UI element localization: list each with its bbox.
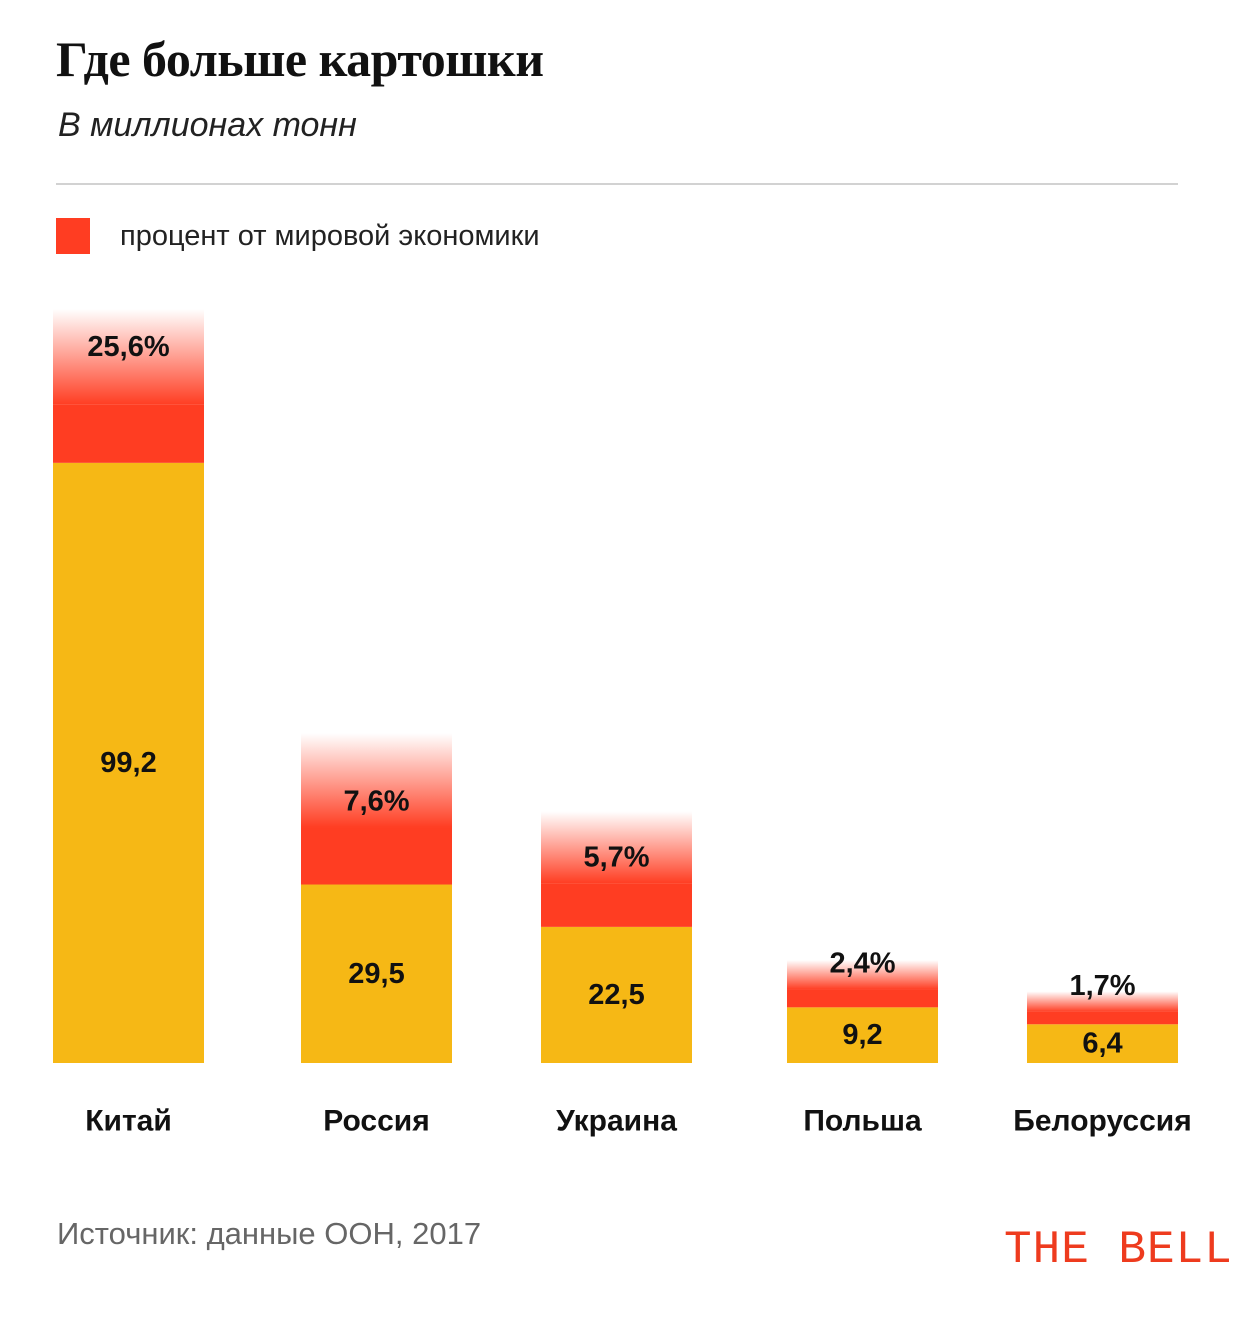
value-label-0: 99,2 <box>100 747 156 779</box>
share-label-0: 25,6% <box>87 331 169 363</box>
share-fade-2 <box>541 811 692 884</box>
category-label-2: Украина <box>556 1105 677 1138</box>
share-band-0 <box>53 404 204 463</box>
bar-1 <box>301 884 452 1063</box>
value-label-4: 6,4 <box>1082 1028 1122 1060</box>
legend-label: процент от мировой экономики <box>120 219 540 252</box>
category-label-3: Польша <box>803 1105 922 1138</box>
bar-2 <box>541 926 692 1063</box>
legend: процент от мировой экономики <box>56 218 540 254</box>
value-label-1: 29,5 <box>348 958 404 990</box>
chart-title: Где больше картошки <box>56 31 544 87</box>
share-band-4 <box>1027 1011 1178 1025</box>
share-fade-0 <box>53 308 204 405</box>
header-divider <box>56 183 1178 185</box>
share-fade-1 <box>301 733 452 828</box>
share-band-1 <box>301 827 452 885</box>
value-label-3: 9,2 <box>842 1019 882 1051</box>
bar-4 <box>1027 1024 1178 1063</box>
share-fade-3 <box>787 960 938 990</box>
share-label-1: 7,6% <box>343 785 409 817</box>
legend-swatch <box>56 218 90 254</box>
category-label-1: Россия <box>323 1105 430 1138</box>
chart-subtitle: В миллионах тонн <box>58 106 357 144</box>
bar-0 <box>53 462 204 1064</box>
value-label-2: 22,5 <box>588 979 644 1011</box>
brand-logo: THE BELL <box>1004 1224 1233 1276</box>
share-label-4: 1,7% <box>1069 970 1135 1002</box>
share-label-2: 5,7% <box>583 841 649 873</box>
share-band-2 <box>541 883 692 927</box>
source-note: Источник: данные ООН, 2017 <box>57 1216 482 1251</box>
share-label-3: 2,4% <box>829 948 895 980</box>
category-label-0: Китай <box>85 1105 172 1138</box>
share-band-3 <box>787 989 938 1008</box>
bar-3 <box>787 1007 938 1063</box>
category-label-4: Белоруссия <box>1013 1105 1191 1138</box>
share-fade-4 <box>1027 991 1178 1012</box>
